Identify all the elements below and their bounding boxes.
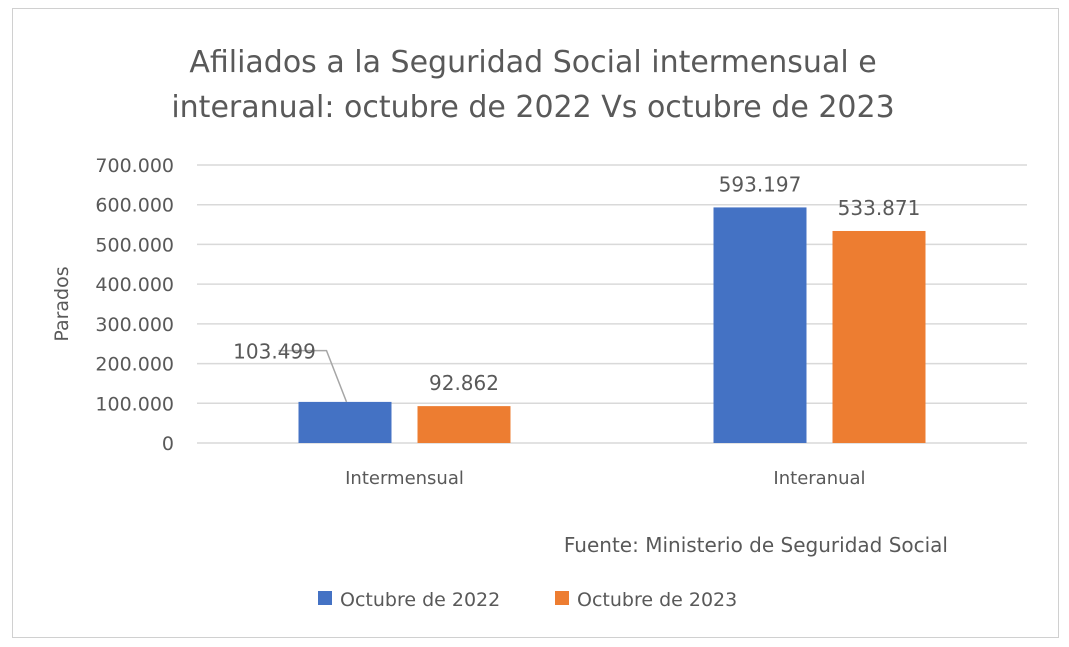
- chart-frame: [12, 8, 1059, 638]
- legend-swatch: [555, 591, 569, 605]
- y-tick-label: 400.000: [95, 274, 174, 296]
- bar-octubre-de-2022: [713, 207, 807, 443]
- y-tick-label: 0: [162, 433, 174, 455]
- x-tick-label: Interanual: [773, 468, 865, 489]
- source-annotation: Fuente: Ministerio de Seguridad Social: [564, 533, 948, 557]
- data-label: 533.871: [838, 196, 921, 220]
- legend-item: Octubre de 2023: [555, 589, 737, 611]
- bar-octubre-de-2023: [832, 230, 926, 443]
- chart-title-line-1: Afiliados a la Seguridad Social intermen…: [189, 45, 876, 80]
- bar-octubre-de-2023: [417, 406, 511, 443]
- data-label-leader-line: [278, 349, 348, 403]
- bar-octubre-de-2022: [298, 401, 392, 443]
- y-tick-label: 600.000: [95, 195, 174, 217]
- y-tick-label: 300.000: [95, 314, 174, 336]
- data-label: 103.499: [233, 340, 316, 364]
- legend-label: Octubre de 2022: [340, 589, 500, 611]
- x-tick-label: Intermensual: [345, 468, 464, 489]
- legend-swatch: [318, 591, 332, 605]
- y-tick-label: 500.000: [95, 234, 174, 256]
- y-tick-label: 100.000: [95, 393, 174, 415]
- y-axis-label: Parados: [51, 266, 73, 341]
- legend-label: Octubre de 2023: [577, 589, 737, 611]
- y-tick-label: 700.000: [95, 155, 174, 177]
- legend-item: Octubre de 2022: [318, 589, 500, 611]
- data-label: 92.862: [429, 371, 499, 395]
- y-tick-label: 200.000: [95, 354, 174, 376]
- data-label: 593.197: [719, 172, 802, 196]
- chart-title-line-2: interanual: octubre de 2022 Vs octubre d…: [171, 90, 894, 125]
